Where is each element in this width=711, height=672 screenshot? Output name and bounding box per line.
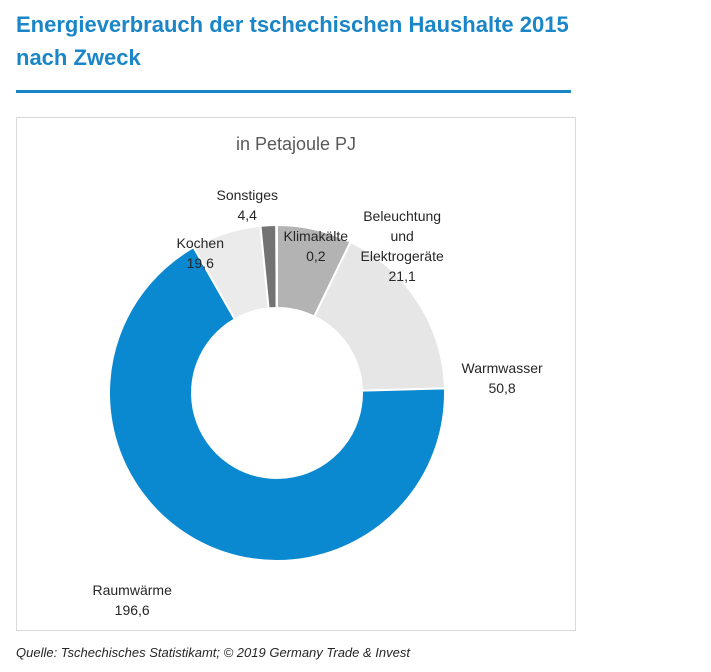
slice-label: Beleuchtung und Elektrogeräte 21,1 <box>361 206 444 286</box>
chart-title: Energieverbrauch der tschechischen Haush… <box>16 8 576 74</box>
source-note: Quelle: Tschechisches Statistikamt; © 20… <box>16 645 410 660</box>
slice-raumwärme <box>108 245 446 562</box>
title-divider <box>16 90 571 93</box>
chart-title-line-2: nach Zweck <box>16 45 141 70</box>
slice-label: Kochen 19,6 <box>177 233 224 273</box>
chart-subtitle: in Petajoule PJ <box>235 134 357 154</box>
slice-label: Raumwärme 196,6 <box>93 580 172 620</box>
donut-chart <box>108 223 446 562</box>
slice-value: 21,1 <box>388 268 416 284</box>
slice-value: 196,6 <box>114 602 150 618</box>
slice-value: 50,8 <box>488 380 516 396</box>
slice-value: 4,4 <box>237 207 257 223</box>
slice-label-text: Warmwasser <box>461 360 543 376</box>
slice-label-text: Klimakälte <box>283 228 349 244</box>
slice-label-text: Beleuchtung <box>363 208 442 224</box>
chart-area: in Petajoule PJ Beleuchtung und Elektroger… <box>16 117 576 631</box>
slice-klimakälte <box>275 223 278 310</box>
slice-label-text: und <box>390 228 414 244</box>
slice-label-text: Raumwärme <box>92 582 172 598</box>
slice-label-text: Elektrogeräte <box>360 248 444 264</box>
slice-value: 0,2 <box>306 248 326 264</box>
slice-label-text: Kochen <box>176 235 224 251</box>
slice-label: Warmwasser 50,8 <box>462 358 543 398</box>
slice-label-text: Sonstiges <box>216 187 278 203</box>
slice-value: 19,6 <box>186 255 214 271</box>
slice-label: Klimakälte 0,2 <box>284 226 349 266</box>
slice-label: Sonstiges 4,4 <box>217 185 278 225</box>
chart-title-line-1: Energieverbrauch der tschechischen Haush… <box>16 12 569 37</box>
